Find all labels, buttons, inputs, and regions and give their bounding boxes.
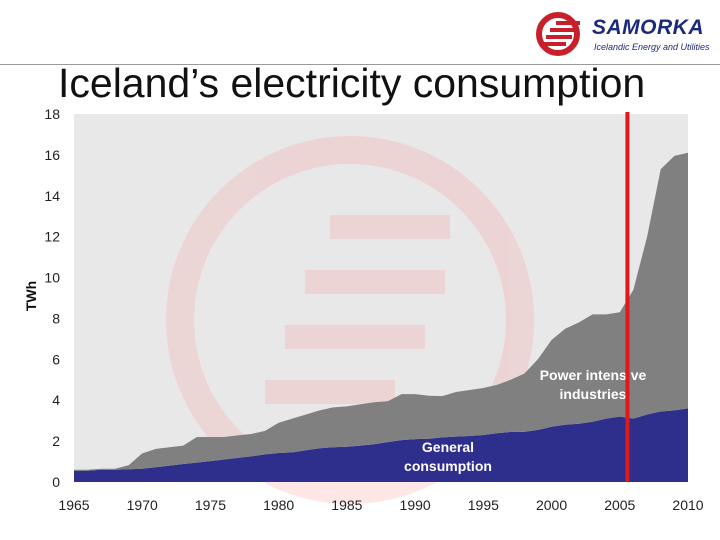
x-tick-label: 2010 <box>672 497 703 513</box>
y-tick-label: 18 <box>44 106 60 122</box>
y-axis: 0 2 4 6 8 10 12 14 16 18 <box>44 106 60 490</box>
y-tick-label: 16 <box>44 147 60 163</box>
area-labels: General consumption Power intens ve industr… <box>404 367 646 474</box>
y-tick-label: 8 <box>52 310 60 326</box>
page-title: Iceland’s electricity consumption <box>58 60 646 106</box>
x-tick-label: 1975 <box>195 497 226 513</box>
y-tick-label: 12 <box>44 229 60 245</box>
area-label-line: industries <box>560 386 627 402</box>
area-power-intensive-industries <box>74 152 688 471</box>
x-tick-label: 1970 <box>127 497 158 513</box>
y-tick-label: 14 <box>44 188 60 204</box>
y-tick-label: 2 <box>52 433 60 449</box>
logo-subtitle: Icelandic Energy and Utilities <box>594 42 710 52</box>
x-axis: 1965 1970 1975 1980 1985 1990 1995 2000 2005 2010 <box>58 497 703 513</box>
header-divider <box>0 64 720 65</box>
area-label-line: consumption <box>404 458 492 474</box>
y-axis-title: TWh <box>23 281 39 311</box>
x-tick-label: 1965 <box>58 497 89 513</box>
samorka-logo-icon <box>536 12 580 56</box>
area-label-line: Power intens ve <box>540 367 647 383</box>
y-tick-label: 0 <box>52 474 60 490</box>
area-general-consumption <box>74 408 688 482</box>
x-tick-label: 1985 <box>331 497 362 513</box>
y-tick-label: 4 <box>52 392 60 408</box>
area-series <box>74 152 688 482</box>
x-tick-label: 2000 <box>536 497 567 513</box>
y-tick-label: 6 <box>52 351 60 367</box>
logo-name: SAMORKA <box>592 16 704 39</box>
x-tick-label: 1990 <box>400 497 431 513</box>
x-tick-label: 2005 <box>604 497 635 513</box>
y-tick-label: 10 <box>44 270 60 286</box>
watermark-logo <box>166 136 534 504</box>
x-tick-label: 1980 <box>263 497 294 513</box>
samorka-logo: SAMORKA Icelandic Energy and Utilities <box>532 8 712 60</box>
area-label-line: General <box>422 439 474 455</box>
x-tick-label: 1995 <box>468 497 499 513</box>
